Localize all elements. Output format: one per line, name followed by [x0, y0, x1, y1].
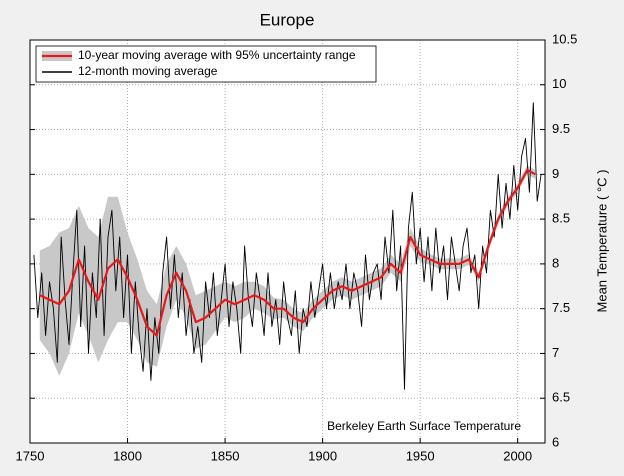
series-line [39, 168, 536, 337]
plot-frame [29, 39, 546, 444]
series-line [33, 102, 542, 390]
x-tick-label: 1950 [406, 448, 435, 463]
y-tick-label: 7.5 [552, 300, 570, 315]
y-tick-label: 9 [552, 166, 559, 181]
x-tick-label: 1900 [308, 448, 337, 463]
x-tick-label: 1850 [211, 448, 240, 463]
y-tick-label: 10.5 [552, 31, 577, 46]
y-axis-label: Mean Temperature ( °C ) [594, 170, 609, 313]
x-tick-label: 1800 [113, 448, 142, 463]
legend-box [35, 45, 377, 83]
y-tick-label: 8.5 [552, 211, 570, 226]
y-tick-label: 6.5 [552, 390, 570, 405]
legend-label: 10-year moving average with 95% uncertai… [78, 48, 356, 62]
uncertainty-band [39, 165, 536, 376]
y-tick-label: 9.5 [552, 121, 570, 136]
x-tick-label: 2000 [503, 448, 532, 463]
y-tick-label: 7 [552, 345, 559, 360]
legend-label: 12-month moving average [78, 64, 218, 78]
y-tick-label: 8 [552, 255, 559, 270]
x-tick-label: 1750 [16, 448, 45, 463]
chart-title: Europe [260, 10, 315, 29]
annotation: Berkeley Earth Surface Temperature [327, 419, 521, 433]
y-tick-label: 10 [552, 76, 566, 91]
y-tick-label: 6 [552, 434, 559, 449]
